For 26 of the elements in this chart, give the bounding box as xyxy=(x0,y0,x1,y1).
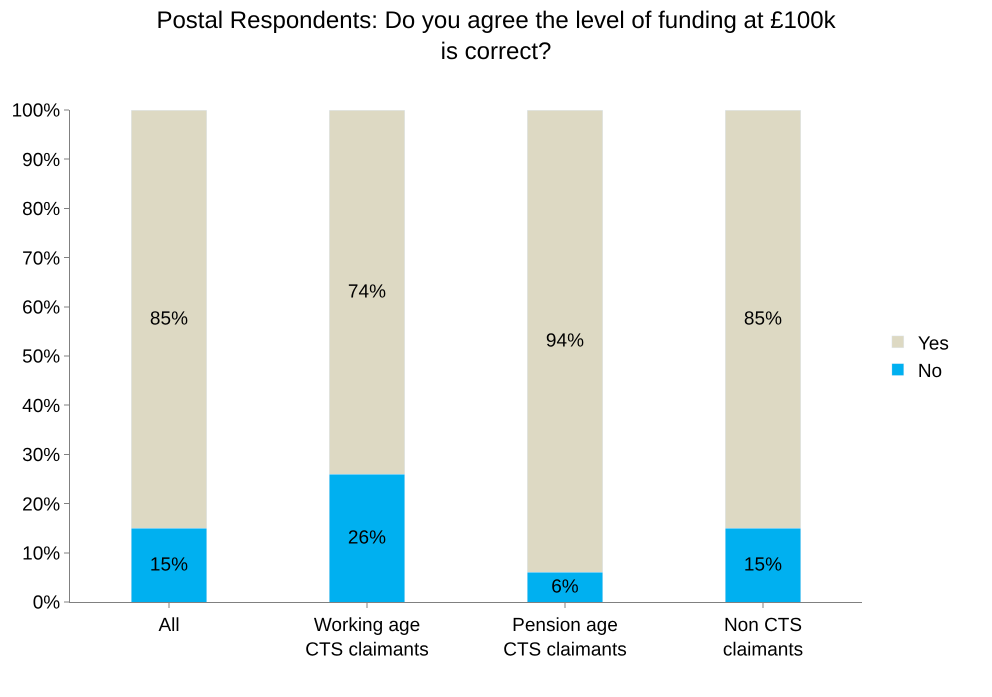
data-label: 85% xyxy=(744,308,782,330)
y-tick-label: 60% xyxy=(22,297,60,318)
x-tick-label: Non CTS claimants xyxy=(722,614,804,660)
data-label: 15% xyxy=(150,554,188,576)
chart-title: Postal Respondents: Do you agree the level of funding at £100k is correct? xyxy=(156,6,837,66)
x-tick-label: Working age CTS claimants xyxy=(305,614,429,660)
data-label: 85% xyxy=(150,308,188,330)
x-tick-label: Pension age CTS claimants xyxy=(503,614,627,660)
y-tick-label: 0% xyxy=(32,592,60,614)
y-tick-label: 70% xyxy=(22,248,60,270)
x-tick-label: All xyxy=(158,614,180,636)
y-tick-label: 100% xyxy=(12,100,60,122)
y-tick-label: 10% xyxy=(22,543,60,564)
y-tick-label: 30% xyxy=(22,445,60,466)
y-tick-label: 80% xyxy=(22,199,60,220)
data-label: 6% xyxy=(551,576,579,598)
legend-label: No xyxy=(918,360,942,382)
y-tick-label: 50% xyxy=(22,346,60,368)
data-label: 74% xyxy=(348,282,386,303)
y-tick-label: 20% xyxy=(22,494,60,516)
data-label: 94% xyxy=(546,330,584,352)
y-tick-label: 40% xyxy=(22,396,60,417)
data-label: 15% xyxy=(744,554,782,576)
y-tick-label: 90% xyxy=(22,150,60,171)
data-label: 26% xyxy=(348,528,386,549)
legend-label: Yes xyxy=(918,333,949,354)
